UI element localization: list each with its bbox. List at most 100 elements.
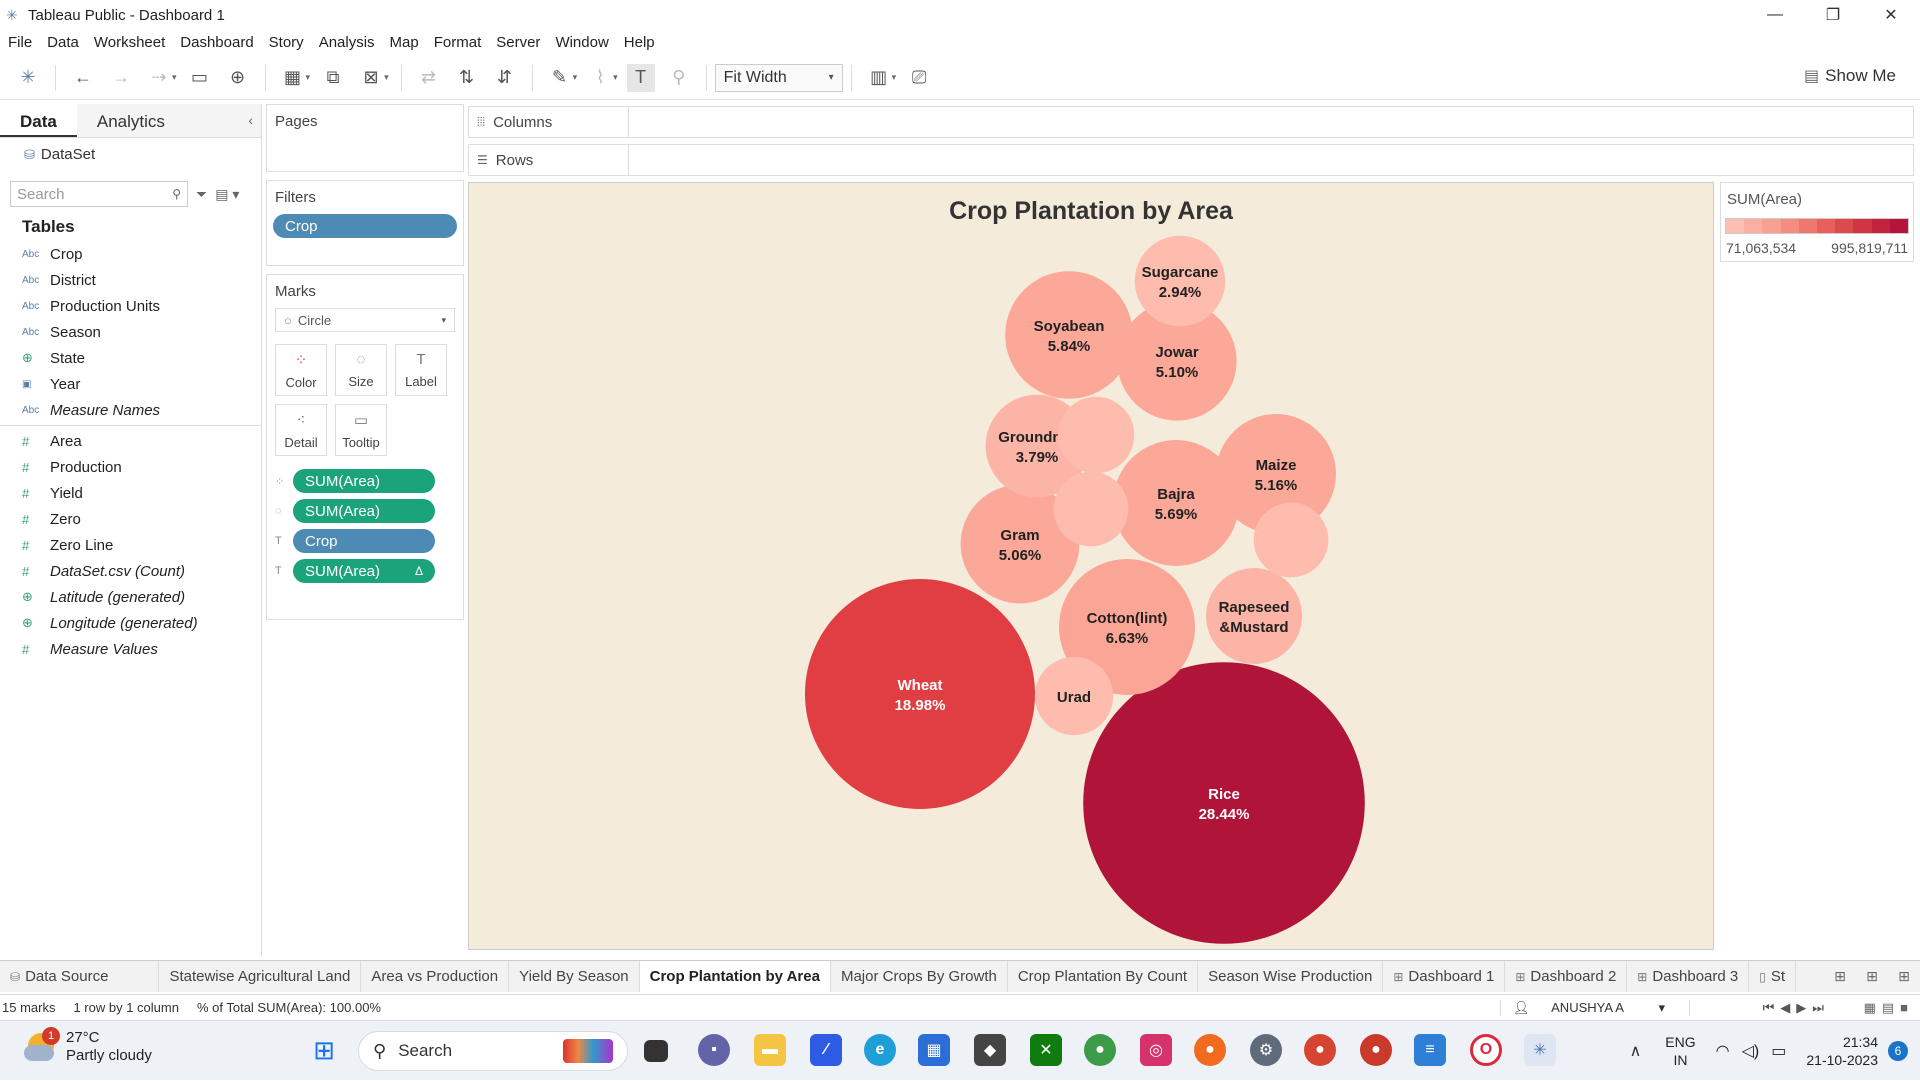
powerbi-icon[interactable]: ⁄ — [810, 1034, 842, 1066]
bubble-circle[interactable] — [1034, 656, 1114, 736]
sheet-tab[interactable]: Season Wise Production — [1198, 961, 1384, 992]
settings-icon[interactable]: ⚙ — [1250, 1034, 1282, 1066]
redo-icon[interactable]: → — [112, 67, 130, 87]
minimize-button[interactable]: — — [1767, 6, 1783, 23]
sheet-tab[interactable]: Yield By Season — [509, 961, 640, 992]
highlight-icon[interactable]: ✎ — [552, 67, 568, 87]
label-button[interactable]: T Label — [395, 344, 447, 396]
label-pill-crop[interactable]: Crop — [293, 529, 435, 553]
menu-worksheet[interactable]: Worksheet — [93, 33, 166, 51]
sheet-tab[interactable]: Area vs Production — [361, 961, 510, 992]
menu-data[interactable]: Data — [47, 33, 79, 51]
bubble-mark[interactable]: Urad — [1034, 656, 1114, 736]
field-item[interactable]: Abc Production Units — [0, 293, 261, 319]
bubble-mark[interactable]: Wheat 18.98% — [804, 578, 1036, 810]
windows-start-icon[interactable]: ⊞ — [313, 1034, 335, 1065]
sheet-tab[interactable]: Crop Plantation by Area — [639, 961, 831, 992]
chrome-profile-2-icon[interactable]: ● — [1360, 1034, 1392, 1066]
bubble-circle[interactable] — [1206, 568, 1302, 664]
filter-icon[interactable]: ⏷ — [196, 185, 208, 202]
sheet-tab[interactable]: ⊞ Dashboard 2 — [1505, 961, 1628, 992]
field-search-input[interactable]: Search ⚲ — [10, 181, 188, 207]
firefox-icon[interactable]: ● — [1194, 1034, 1226, 1066]
show-cards-icon[interactable]: ▥ — [870, 67, 888, 87]
bubble-mark[interactable]: Sugarcane 2.94% — [1134, 235, 1226, 327]
tableau-home-icon[interactable]: ✳ — [20, 67, 36, 87]
bubble-mark[interactable]: Gram 5.06% — [960, 484, 1080, 604]
tooltip-button[interactable]: ▭ Tooltip — [335, 404, 387, 456]
bubble-mark[interactable]: Soyabean 5.84% — [1005, 271, 1133, 399]
restore-button[interactable]: ❐ — [1825, 7, 1841, 24]
file-explorer-icon[interactable]: ▬ — [754, 1034, 786, 1066]
save-icon[interactable]: ▭ — [191, 67, 209, 87]
instagram-icon[interactable]: ◎ — [1140, 1034, 1172, 1066]
menu-analysis[interactable]: Analysis — [318, 33, 375, 51]
data-source-item[interactable]: ⛁ DataSet — [0, 138, 261, 171]
bubble-circle[interactable] — [1216, 414, 1336, 534]
taskbar-search[interactable]: ⚲ Search — [358, 1031, 628, 1071]
pages-card[interactable]: Pages — [266, 104, 464, 172]
show-hidden-icons-icon[interactable]: ∧ — [1629, 1043, 1642, 1060]
bubble-mark[interactable] — [1053, 471, 1129, 547]
weather-widget[interactable]: 1 27°C Partly cloudy — [22, 1027, 152, 1065]
menu-window[interactable]: Window — [555, 33, 609, 51]
sheet-tab[interactable]: ⊞ Dashboard 1 — [1383, 961, 1506, 992]
field-item[interactable]: # Area — [0, 428, 261, 454]
fit-dropdown[interactable]: Fit Width ▾ — [714, 63, 843, 92]
field-item[interactable]: # Yield — [0, 480, 261, 506]
menu-map[interactable]: Map — [389, 33, 419, 51]
field-item[interactable]: # Zero Line — [0, 532, 261, 558]
tableau-taskbar-icon[interactable]: ✳ — [1524, 1034, 1556, 1066]
show-mark-labels-icon[interactable]: T — [626, 63, 655, 92]
swap-rows-columns-icon[interactable]: ⇄ — [421, 67, 437, 87]
field-item[interactable]: # Production — [0, 454, 261, 480]
bubble-mark[interactable]: Cotton(lint) 6.63% — [1059, 559, 1195, 695]
bubble-circle[interactable] — [960, 484, 1080, 604]
columns-shelf[interactable]: ⦙⦙⦙ Columns — [468, 106, 1914, 138]
sheet-navigation[interactable]: ⏮◀▶⏭ — [1762, 999, 1830, 1015]
fix-axes-icon[interactable]: ⚲ — [672, 67, 686, 87]
bubble-chart[interactable]: Rice 28.44% Wheat 18.98% Cotton(lint) 6.63% So… — [469, 183, 1715, 951]
app-cube-icon[interactable]: ◆ — [974, 1034, 1006, 1066]
bubble-circle[interactable] — [1253, 502, 1329, 578]
rows-shelf[interactable]: ☰ Rows — [468, 144, 1914, 176]
collapse-pane-icon[interactable]: ‹ — [248, 112, 253, 128]
new-worksheet-icon[interactable]: ▦ — [284, 67, 302, 87]
color-legend[interactable]: SUM(Area) 71,063,534 995,819,711 — [1720, 182, 1914, 262]
bubble-circle[interactable] — [804, 578, 1036, 810]
presentation-mode-icon[interactable]: ⎚ — [911, 67, 927, 87]
notification-badge[interactable]: 6 — [1888, 1041, 1908, 1061]
field-item[interactable]: Abc Crop — [0, 241, 261, 267]
field-item[interactable]: # Measure Values — [0, 636, 261, 662]
menu-file[interactable]: File — [8, 33, 33, 51]
language-indicator[interactable]: ENG IN — [1665, 1033, 1695, 1069]
new-story-tab-icon[interactable]: ⊞ — [1898, 968, 1910, 984]
field-item[interactable]: Abc Measure Names — [0, 397, 261, 423]
sheet-tab[interactable]: ▯ St — [1749, 961, 1797, 992]
chrome-profile-icon[interactable]: ● — [1304, 1034, 1336, 1066]
bubble-circle[interactable] — [1083, 662, 1365, 944]
bubble-mark[interactable] — [1057, 396, 1135, 474]
sort-descending-icon[interactable]: ⇵ — [497, 67, 513, 87]
color-pill-sum-area[interactable]: SUM(Area) — [293, 469, 435, 493]
sheet-tab[interactable]: ⛁ Data Source — [0, 961, 160, 992]
microsoft-store-icon[interactable]: ▦ — [918, 1034, 950, 1066]
detail-button[interactable]: ⁖ Detail — [275, 404, 327, 456]
menu-server[interactable]: Server — [496, 33, 541, 51]
bubble-mark[interactable]: Rapeseed&Mustard — [1206, 568, 1302, 664]
opera-icon[interactable]: O — [1470, 1034, 1502, 1066]
sheet-tab[interactable]: Crop Plantation By Count — [1008, 961, 1199, 992]
bubble-circle[interactable] — [1117, 301, 1237, 421]
field-item[interactable]: ▣ Year — [0, 371, 261, 397]
duplicate-sheet-icon[interactable]: ⧉ — [326, 67, 340, 87]
menu-story[interactable]: Story — [268, 33, 304, 51]
show-me-button[interactable]: ▤ Show Me — [1804, 66, 1896, 86]
new-data-source-icon[interactable]: ⊕ — [229, 67, 246, 87]
user-menu[interactable]: 👤︎ ANUSHYA A ▾ — [1500, 999, 1690, 1016]
bubble-circle[interactable] — [1053, 471, 1129, 547]
notepad-icon[interactable]: ≡ — [1414, 1034, 1446, 1066]
field-item[interactable]: ⊕ State — [0, 345, 261, 371]
xbox-icon[interactable]: ✕ — [1030, 1034, 1062, 1066]
size-pill-sum-area[interactable]: SUM(Area) — [293, 499, 435, 523]
bubble-circle[interactable] — [1113, 440, 1239, 566]
